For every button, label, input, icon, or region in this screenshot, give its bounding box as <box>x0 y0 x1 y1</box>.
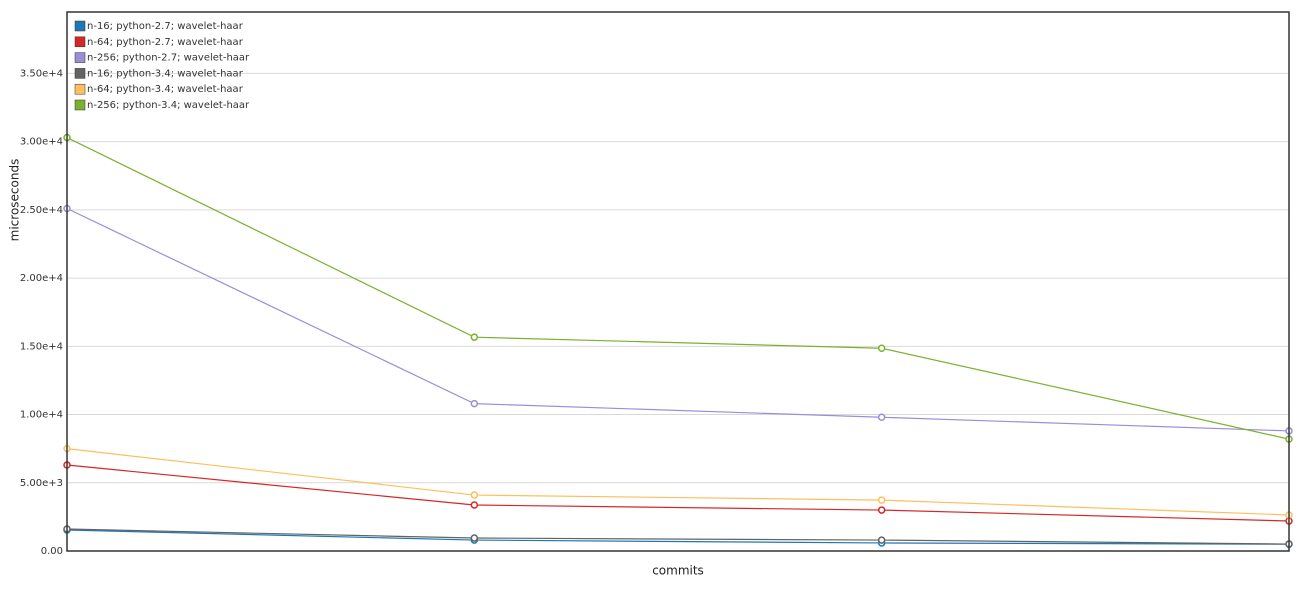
series-line <box>66 464 1290 522</box>
point <box>470 333 479 341</box>
y-tick-label: 5.00e+3 <box>20 478 63 489</box>
legend-swatch <box>74 52 86 63</box>
point <box>877 344 886 352</box>
legend-label: n-16; python-3.4; wavelet-haar <box>87 68 244 79</box>
y-tick-label: 1.50e+4 <box>20 341 63 352</box>
point <box>470 501 479 509</box>
series-line <box>66 529 1290 545</box>
legend-label: n-256; python-3.4; wavelet-haar <box>87 100 250 111</box>
legend-label: n-256; python-2.7; wavelet-haar <box>87 53 250 64</box>
point <box>877 536 886 544</box>
series-line <box>66 137 1290 440</box>
point <box>470 534 479 542</box>
series-line <box>66 448 1290 516</box>
series-line <box>66 207 1290 432</box>
y-axis-title: microseconds <box>8 159 22 242</box>
y-tick-label: 0.00 <box>41 546 63 557</box>
legend-swatch <box>74 68 86 79</box>
point <box>877 496 886 504</box>
legend-swatch <box>74 83 86 95</box>
point <box>877 506 886 514</box>
legend-label: n-16; python-2.7; wavelet-haar <box>87 21 244 32</box>
legend-swatch <box>74 99 86 111</box>
x-axis-title: commits <box>652 564 704 578</box>
plot-frame <box>66 11 1290 552</box>
point <box>470 399 479 408</box>
series-line <box>66 528 1290 545</box>
y-tick-label: 1.00e+4 <box>20 410 63 421</box>
legend-label: n-64; python-2.7; wavelet-haar <box>87 37 244 48</box>
y-tick-label: 2.50e+4 <box>20 205 63 216</box>
y-tick-label: 3.50e+4 <box>20 68 63 79</box>
legend-swatch <box>74 36 86 48</box>
point <box>877 413 886 422</box>
y-tick-label: 3.00e+4 <box>20 137 63 148</box>
y-tick-label: 2.00e+4 <box>20 273 63 284</box>
legend-label: n-64; python-3.4; wavelet-haar <box>87 84 244 95</box>
point <box>470 491 479 499</box>
legend-swatch <box>74 20 86 32</box>
